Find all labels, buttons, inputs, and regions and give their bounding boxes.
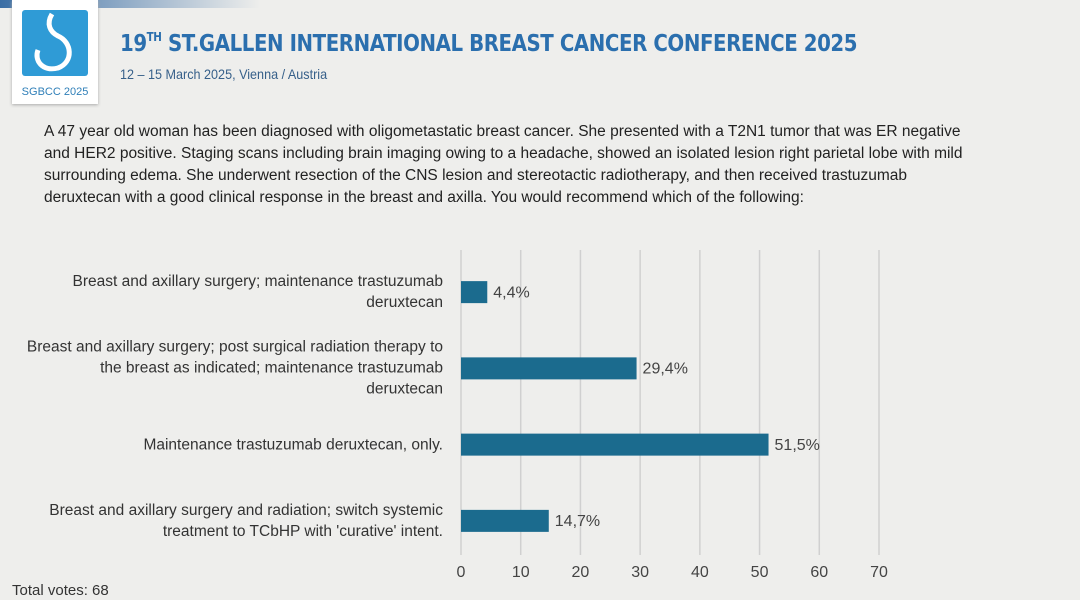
bar xyxy=(461,281,488,304)
x-tick-label: 60 xyxy=(810,564,828,581)
category-label: Breast and axillary surgery and radiatio… xyxy=(49,501,443,540)
header-band xyxy=(0,0,260,8)
category-label: Maintenance trastuzumab deruxtecan, only… xyxy=(143,436,443,454)
subtitle: 12 – 15 March 2025, Vienna / Austria xyxy=(120,66,328,82)
value-label: 4,4% xyxy=(493,284,529,301)
category-label: Breast and axillary surgery; post surgic… xyxy=(26,338,443,398)
footer: Total votes: 68 xyxy=(12,582,109,599)
x-tick-label: 0 xyxy=(457,564,466,581)
title-text: ST.GALLEN INTERNATIONAL BREAST CANCER CO… xyxy=(167,31,858,57)
value-label: 14,7% xyxy=(555,513,600,530)
x-tick-label: 10 xyxy=(512,564,530,581)
question: A 47 year old woman has been diagnosed w… xyxy=(44,123,963,206)
value-label: 51,5% xyxy=(775,437,820,454)
title: 19TH ST.GALLEN INTERNATIONAL BREAST CANC… xyxy=(120,30,858,57)
value-label: 29,4% xyxy=(643,361,688,378)
logo-text: SGBCC 2025 xyxy=(21,86,89,98)
logo-icon xyxy=(22,10,88,76)
title-ordinal: TH xyxy=(146,30,162,44)
category-label: Breast and axillary surgery; maintenance… xyxy=(72,273,443,312)
x-tick-label: 70 xyxy=(870,564,888,581)
bar xyxy=(461,357,637,380)
bar xyxy=(461,509,549,532)
x-tick-label: 20 xyxy=(572,564,590,581)
x-tick-label: 40 xyxy=(691,564,709,581)
logo: SGBCC 2025 xyxy=(12,0,98,104)
bar xyxy=(461,433,769,456)
x-tick-label: 50 xyxy=(751,564,769,581)
title-number: 19 xyxy=(120,31,147,57)
x-tick-label: 30 xyxy=(631,564,649,581)
